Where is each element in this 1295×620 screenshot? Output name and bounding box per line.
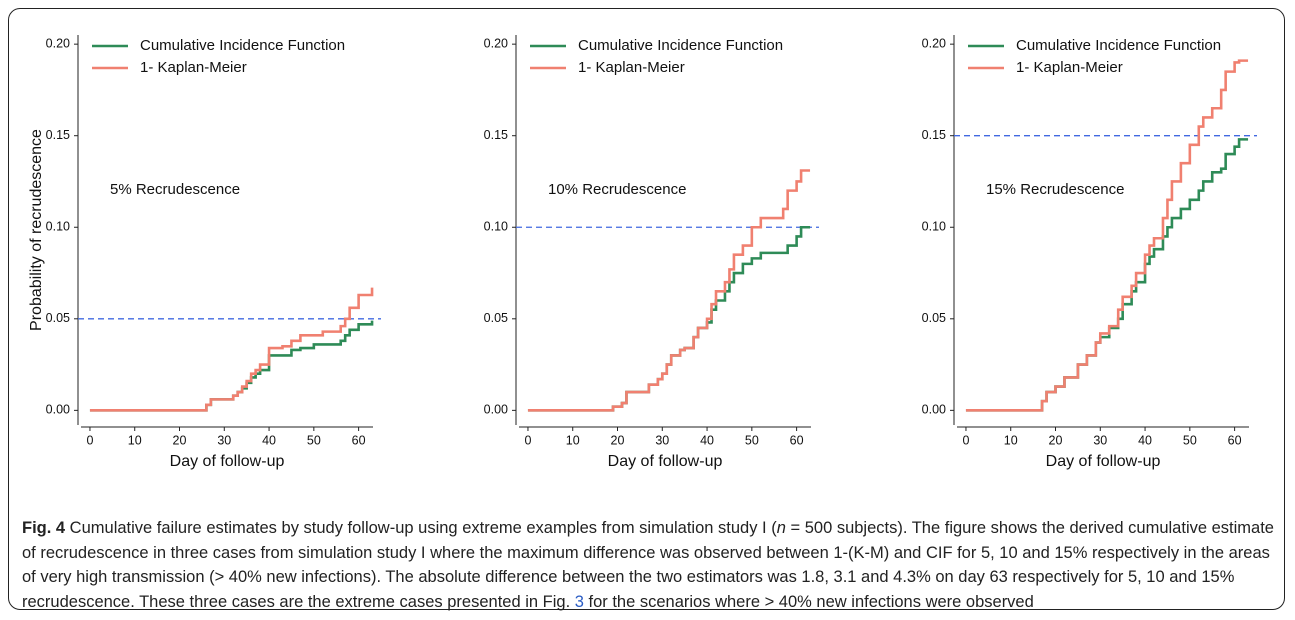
figure-link[interactable]: 3: [574, 592, 584, 611]
y-tick-label: 0.20: [922, 36, 946, 50]
x-tick-label: 20: [173, 433, 187, 447]
y-tick-label: 0.00: [46, 403, 70, 417]
legend-label: Cumulative Incidence Function: [578, 37, 783, 54]
y-tick-label: 0.15: [46, 128, 70, 142]
caption-text: = 500 subjects). The figure shows the de…: [22, 519, 1274, 611]
x-tick-label: 60: [352, 433, 366, 447]
x-tick-label: 0: [962, 433, 969, 447]
y-tick-label: 0.00: [484, 403, 508, 417]
x-tick-label: 30: [655, 433, 669, 447]
x-tick-label: 50: [745, 433, 759, 447]
annotation: 15% Recrudescence: [986, 181, 1124, 198]
series-line: [527, 225, 811, 412]
x-tick-label: 40: [1138, 433, 1152, 447]
x-axis-title: Day of follow-up: [170, 453, 285, 470]
x-tick-label: 20: [1049, 433, 1063, 447]
x-tick-label: 30: [217, 433, 231, 447]
x-tick-label: 50: [1183, 433, 1197, 447]
annotation: 5% Recrudescence: [110, 181, 240, 198]
x-axis-title: Day of follow-up: [1046, 453, 1161, 470]
legend-label: 1- Kaplan-Meier: [1016, 59, 1123, 76]
y-tick-label: 0.05: [484, 311, 508, 325]
legend-label: 1- Kaplan-Meier: [140, 59, 247, 76]
y-tick-label: 0.00: [922, 403, 946, 417]
x-tick-label: 50: [307, 433, 321, 447]
y-tick-label: 0.05: [922, 311, 946, 325]
y-tick-label: 0.10: [484, 220, 508, 234]
x-tick-label: 60: [790, 433, 804, 447]
caption-label: Fig. 4: [22, 519, 66, 537]
series-line: [965, 59, 1249, 412]
x-tick-label: 10: [1004, 433, 1018, 447]
caption-text: for the scenarios where > 40% new infect…: [583, 592, 1034, 611]
x-tick-label: 10: [128, 433, 142, 447]
caption: Fig. 4 Cumulative failure estimates by s…: [22, 516, 1277, 614]
series-line: [527, 169, 811, 412]
legend-label: 1- Kaplan-Meier: [578, 59, 685, 76]
x-tick-label: 10: [566, 433, 580, 447]
x-tick-label: 60: [1228, 433, 1242, 447]
caption-text: Cumulative failure estimates by study fo…: [65, 519, 777, 537]
legend-label: Cumulative Incidence Function: [1016, 37, 1221, 54]
x-tick-label: 40: [700, 433, 714, 447]
y-tick-label: 0.20: [484, 36, 508, 50]
series-line: [89, 287, 374, 412]
x-tick-label: 30: [1093, 433, 1107, 447]
x-tick-label: 0: [524, 433, 531, 447]
caption-italic: n: [776, 519, 786, 537]
annotation: 10% Recrudescence: [548, 181, 686, 198]
y-tick-label: 0.15: [484, 128, 508, 142]
y-tick-label: 0.05: [46, 311, 70, 325]
x-tick-label: 0: [86, 433, 93, 447]
y-tick-label: 0.20: [46, 36, 70, 50]
x-tick-label: 20: [611, 433, 625, 447]
x-axis-title: Day of follow-up: [608, 453, 723, 470]
y-tick-label: 0.10: [46, 220, 70, 234]
series-line: [89, 320, 374, 412]
charts: 0.00 0.05 0.10 0.15 0.20 0 10 20 30 40 50 60 Day of …: [28, 35, 1257, 470]
y-tick-label: 0.10: [922, 220, 946, 234]
x-tick-label: 40: [262, 433, 276, 447]
y-axis-title: Probability of recrudescence: [28, 129, 45, 331]
legend-label: Cumulative Incidence Function: [140, 37, 345, 54]
figure-frame: [8, 8, 1285, 610]
y-tick-label: 0.15: [922, 128, 946, 142]
